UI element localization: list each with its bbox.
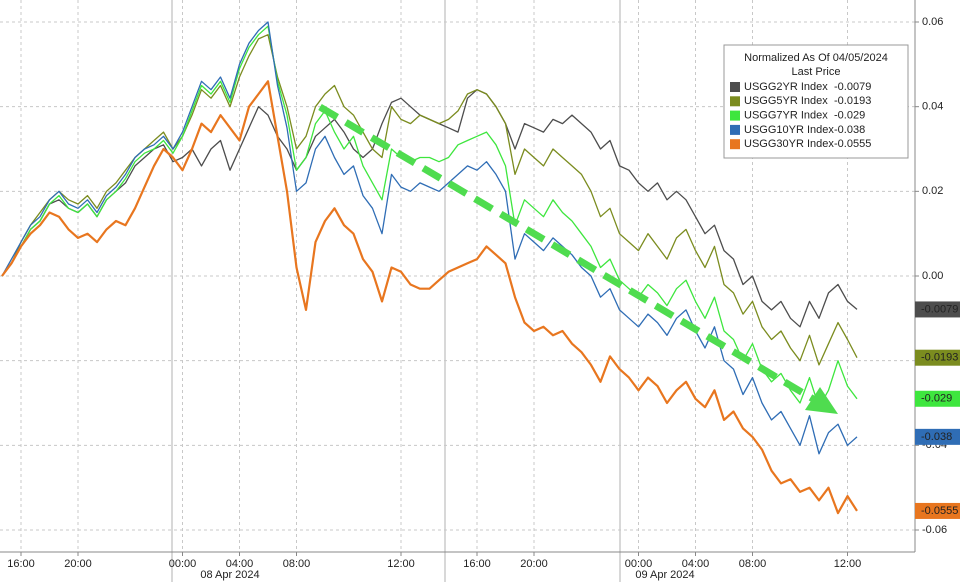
date-label: 09 Apr 2024 [635, 569, 694, 581]
legend-swatch [730, 110, 740, 121]
last-value-label: -0.0555 [921, 505, 958, 517]
date-label: 08 Apr 2024 [200, 569, 259, 581]
y-tick-label: 0.04 [922, 101, 943, 113]
legend: Normalized As Of 04/05/2024 Last Price U… [723, 44, 909, 159]
x-tick-label: 04:00 [226, 558, 254, 570]
x-tick-label: 00:00 [169, 558, 197, 570]
x-tick-label: 16:00 [463, 558, 491, 570]
last-value-tag [915, 428, 960, 445]
last-value-label: -0.0079 [921, 303, 958, 315]
last-value-label: -0.029 [921, 393, 952, 405]
last-value-tag [915, 301, 960, 318]
legend-label: USGG30YR Index [744, 138, 834, 150]
legend-swatch [730, 96, 740, 107]
legend-label: USGG5YR Index [744, 95, 828, 107]
x-tick-label: 04:00 [682, 558, 710, 570]
legend-subtitle: Last Price [792, 66, 841, 78]
x-tick-label: 12:00 [387, 558, 415, 570]
last-value-label: -0.038 [921, 431, 952, 443]
arrow-shaft [318, 103, 817, 404]
y-tick-label: 0.02 [922, 185, 943, 197]
arrow-head [805, 387, 838, 414]
legend-title: Normalized As Of 04/05/2024 [744, 52, 888, 64]
x-tick-label: 20:00 [520, 558, 548, 570]
legend-value: -0.038 [834, 124, 865, 136]
series-line [1, 80, 858, 515]
last-value-tag [915, 502, 960, 519]
x-tick-label: 12:00 [834, 558, 862, 570]
y-tick-label: -0.06 [922, 524, 947, 536]
x-tick-label: 08:00 [739, 558, 767, 570]
y-tick-label: 0.06 [922, 16, 943, 28]
legend-value: -0.0079 [834, 81, 871, 93]
last-value-tag [915, 349, 960, 366]
legend-swatch [730, 139, 740, 150]
series-line [1, 25, 858, 408]
legend-value: -0.029 [834, 110, 865, 122]
legend-value: -0.0555 [834, 138, 871, 150]
last-value-label: -0.0193 [921, 352, 958, 364]
legend-swatch [730, 124, 740, 135]
trend-arrow [318, 103, 838, 414]
legend-value: -0.0193 [834, 95, 871, 107]
x-tick-label: 16:00 [7, 558, 35, 570]
legend-box [723, 44, 909, 159]
series-line [1, 21, 858, 455]
legend-label: USGG2YR Index [744, 81, 828, 93]
legend-swatch [730, 82, 740, 92]
legend-label: USGG7YR Index [744, 110, 828, 122]
y-tick-label: 0.00 [922, 270, 943, 282]
x-tick-label: 20:00 [64, 558, 92, 570]
x-tick-label: 08:00 [283, 558, 311, 570]
last-value-tag [915, 390, 960, 407]
x-tick-label: 00:00 [625, 558, 653, 570]
legend-label: USGG10YR Index [744, 124, 834, 136]
